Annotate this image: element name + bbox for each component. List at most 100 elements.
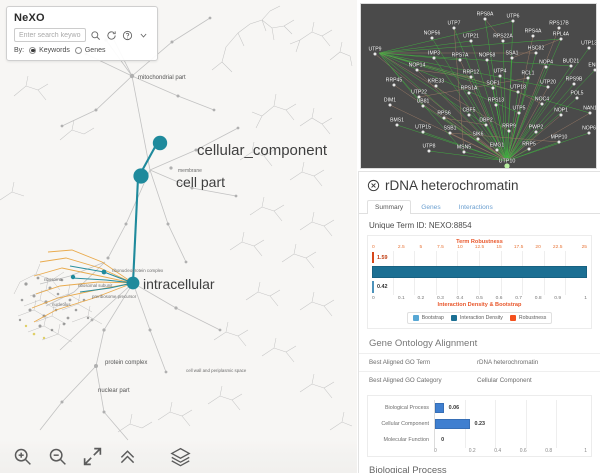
gene-label: UTP10	[499, 159, 516, 165]
gene-label: NOP56	[424, 31, 441, 37]
radio-keywords[interactable]: Keywords	[29, 47, 70, 54]
gene-label: RRP45	[386, 78, 403, 84]
gene-node[interactable]	[587, 46, 591, 50]
radio-genes-label: Genes	[84, 47, 106, 54]
gene-node[interactable]	[531, 34, 535, 38]
gene-node[interactable]	[511, 19, 515, 23]
gene-node[interactable]	[427, 149, 431, 153]
gene-node[interactable]	[467, 113, 471, 117]
gene-node[interactable]	[534, 130, 538, 134]
gene-node[interactable]	[452, 26, 456, 30]
gene-node[interactable]	[494, 103, 498, 107]
radio-genes[interactable]: Genes	[74, 47, 106, 54]
gene-node[interactable]	[432, 56, 436, 60]
legend-item: Bootstrap	[412, 315, 444, 321]
gene-node[interactable]	[587, 131, 591, 135]
tick: 1	[584, 448, 587, 454]
gene-node[interactable]	[483, 17, 487, 21]
gene-label: DIM1	[384, 98, 396, 104]
gene-node[interactable]	[507, 129, 511, 133]
search-icon[interactable]	[89, 29, 102, 42]
gene-node[interactable]	[544, 65, 548, 69]
gene-node[interactable]	[485, 58, 489, 62]
gene-node[interactable]	[415, 68, 419, 72]
gene-node[interactable]	[495, 148, 499, 152]
gene-node[interactable]	[395, 123, 399, 127]
go-bar-value-0: 0.06	[448, 405, 460, 411]
tree-label-rnp-complex: ribonucleoprotein complex	[112, 268, 164, 273]
gene-node[interactable]	[559, 37, 563, 41]
gene-node[interactable]	[476, 137, 480, 141]
gene-node[interactable]	[526, 76, 530, 80]
collapse-up-icon[interactable]	[117, 446, 138, 467]
tab-summary[interactable]: Summary	[367, 200, 412, 214]
ontology-tree-canvas[interactable]: cellular_component cell part intracellul…	[0, 0, 357, 473]
gene-node[interactable]	[557, 26, 561, 30]
interaction-network-panel[interactable]: UTP9 UTP7 RPS8A UTP6 RPS17B NOP56 UTP21 RPS22A R…	[360, 3, 597, 169]
gene-node[interactable]	[467, 91, 471, 95]
node-cellular-component	[152, 135, 168, 151]
go-category-value: Cellular Component	[477, 377, 532, 384]
gene-node[interactable]	[388, 103, 392, 107]
gene-label: RPS6	[437, 111, 450, 117]
zoom-out-icon[interactable]	[47, 446, 68, 467]
gene-node[interactable]	[421, 104, 425, 108]
fit-screen-icon[interactable]	[82, 446, 103, 467]
gene-label: NOP4	[539, 60, 553, 66]
gene-node[interactable]	[392, 83, 396, 87]
gene-node[interactable]	[593, 68, 597, 72]
gene-node[interactable]	[458, 58, 462, 62]
go-alignment-heading: Gene Ontology Alignment	[369, 338, 478, 349]
gene-node[interactable]	[546, 85, 550, 89]
gene-node[interactable]	[421, 130, 425, 134]
gene-node[interactable]	[540, 102, 544, 106]
gene-node[interactable]	[491, 86, 495, 90]
gene-label: BUD21	[563, 59, 580, 65]
tick: 7.5	[437, 245, 444, 250]
gene-node[interactable]	[434, 84, 438, 88]
search-panel[interactable]: NeXO	[6, 6, 158, 61]
gene-node[interactable]	[501, 39, 505, 43]
refresh-icon[interactable]	[105, 29, 118, 42]
gene-label: UTP20	[540, 80, 556, 86]
tree-label-cell-wall: cell wall and periplasmic space	[186, 368, 247, 373]
gene-node[interactable]	[484, 123, 488, 127]
gene-node[interactable]	[442, 116, 446, 120]
tab-interactions[interactable]: Interactions	[458, 204, 493, 211]
layers-icon[interactable]	[170, 446, 191, 467]
gene-node[interactable]	[417, 95, 421, 99]
chevron-down-icon[interactable]	[137, 29, 150, 42]
gene-node[interactable]	[569, 64, 573, 68]
gene-node[interactable]	[575, 96, 579, 100]
gene-node[interactable]	[469, 39, 473, 43]
tab-genes[interactable]: Genes	[421, 204, 441, 211]
gene-label: UTP21	[463, 34, 479, 40]
gene-node[interactable]	[557, 140, 561, 144]
tick: 5	[419, 245, 423, 250]
gene-node[interactable]	[559, 113, 563, 117]
gene-node[interactable]	[462, 150, 466, 154]
tree-toolbar	[0, 439, 357, 473]
go-row-category: Best Aligned GO Category Cellular Compon…	[359, 371, 600, 389]
gene-node[interactable]	[430, 36, 434, 40]
chart-xlabel: Interaction Density & Bootstrap	[437, 302, 522, 308]
zoom-in-icon[interactable]	[12, 446, 33, 467]
search-input[interactable]	[14, 28, 86, 42]
unique-term-id: Unique Term ID: NEXO:8854	[369, 221, 472, 230]
gene-node[interactable]	[504, 163, 510, 168]
gene-node[interactable]	[527, 147, 531, 151]
page-title: rDNA heterochromatin	[385, 178, 519, 193]
gene-node[interactable]	[510, 56, 514, 60]
gene-node[interactable]	[469, 75, 473, 79]
gene-node[interactable]	[572, 82, 576, 86]
gene-node[interactable]	[588, 111, 592, 115]
gene-node[interactable]	[448, 131, 452, 135]
gene-node[interactable]	[516, 90, 520, 94]
close-circle-icon[interactable]	[367, 179, 380, 192]
gene-node[interactable]	[534, 51, 538, 55]
gene-node[interactable]	[498, 74, 502, 78]
gene-node[interactable]	[517, 111, 521, 115]
tree-label-ribosomal-subunit: ribosomal subunit	[78, 283, 113, 288]
help-icon[interactable]	[121, 29, 134, 42]
gene-node[interactable]	[373, 52, 377, 56]
